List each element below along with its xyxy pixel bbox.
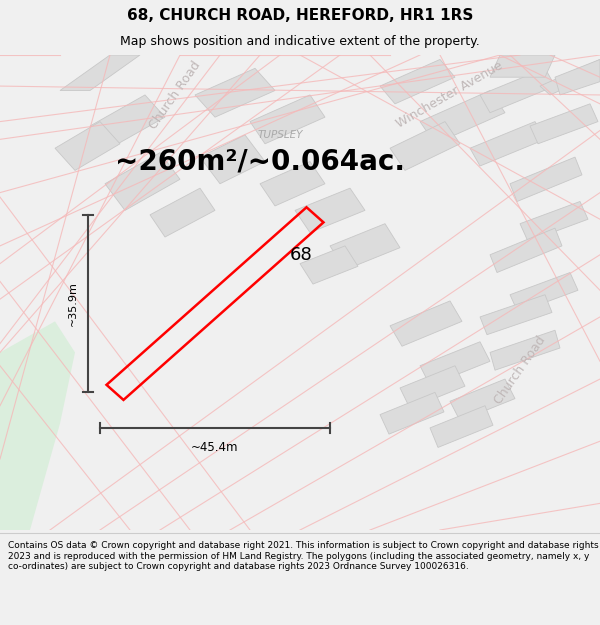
Polygon shape bbox=[420, 342, 490, 385]
Polygon shape bbox=[540, 59, 600, 95]
Polygon shape bbox=[480, 68, 555, 112]
Text: Church Road: Church Road bbox=[147, 59, 203, 131]
Polygon shape bbox=[260, 161, 325, 206]
Polygon shape bbox=[105, 152, 180, 211]
Polygon shape bbox=[380, 392, 444, 434]
Polygon shape bbox=[555, 59, 600, 95]
Text: 68: 68 bbox=[290, 246, 313, 264]
Polygon shape bbox=[510, 272, 578, 312]
Polygon shape bbox=[250, 95, 325, 144]
Text: TUPSLEY: TUPSLEY bbox=[257, 130, 303, 140]
Text: Map shows position and indicative extent of the property.: Map shows position and indicative extent… bbox=[120, 35, 480, 48]
Polygon shape bbox=[195, 68, 275, 117]
Polygon shape bbox=[390, 122, 460, 171]
Polygon shape bbox=[400, 366, 465, 408]
Polygon shape bbox=[480, 295, 552, 334]
Polygon shape bbox=[520, 201, 588, 241]
Polygon shape bbox=[60, 55, 140, 91]
Polygon shape bbox=[380, 59, 455, 104]
Text: Contains OS data © Crown copyright and database right 2021. This information is : Contains OS data © Crown copyright and d… bbox=[8, 541, 598, 571]
Text: ~260m²/~0.064ac.: ~260m²/~0.064ac. bbox=[115, 148, 405, 176]
Polygon shape bbox=[295, 188, 365, 232]
Text: Winchester Avenue: Winchester Avenue bbox=[394, 59, 506, 131]
Polygon shape bbox=[300, 246, 358, 284]
Polygon shape bbox=[55, 122, 120, 171]
Text: Church Road: Church Road bbox=[492, 334, 548, 407]
Polygon shape bbox=[430, 406, 493, 447]
Polygon shape bbox=[0, 321, 75, 530]
Polygon shape bbox=[490, 228, 562, 272]
Polygon shape bbox=[150, 188, 215, 237]
Polygon shape bbox=[450, 379, 515, 421]
Polygon shape bbox=[470, 122, 545, 166]
Polygon shape bbox=[420, 91, 505, 144]
Text: ~35.9m: ~35.9m bbox=[68, 281, 78, 326]
Text: 68, CHURCH ROAD, HEREFORD, HR1 1RS: 68, CHURCH ROAD, HEREFORD, HR1 1RS bbox=[127, 8, 473, 23]
Polygon shape bbox=[390, 301, 462, 346]
Text: ~45.4m: ~45.4m bbox=[191, 441, 239, 454]
Polygon shape bbox=[200, 135, 265, 184]
Polygon shape bbox=[490, 55, 555, 78]
Polygon shape bbox=[490, 330, 560, 370]
Polygon shape bbox=[530, 104, 598, 144]
Polygon shape bbox=[330, 224, 400, 270]
Polygon shape bbox=[510, 157, 582, 201]
Polygon shape bbox=[90, 95, 165, 148]
